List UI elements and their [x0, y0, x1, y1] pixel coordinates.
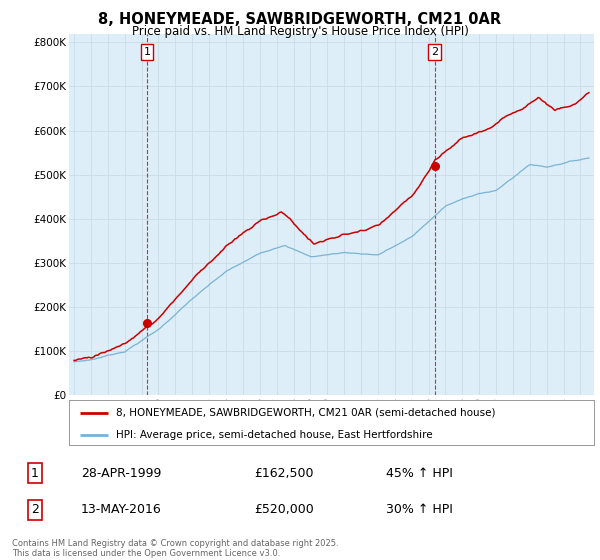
- Text: 2: 2: [431, 47, 439, 57]
- Text: Price paid vs. HM Land Registry's House Price Index (HPI): Price paid vs. HM Land Registry's House …: [131, 25, 469, 38]
- Text: 1: 1: [143, 47, 151, 57]
- Text: £162,500: £162,500: [254, 467, 313, 480]
- Text: 8, HONEYMEADE, SAWBRIDGEWORTH, CM21 0AR: 8, HONEYMEADE, SAWBRIDGEWORTH, CM21 0AR: [98, 12, 502, 27]
- Text: Contains HM Land Registry data © Crown copyright and database right 2025.
This d: Contains HM Land Registry data © Crown c…: [12, 539, 338, 558]
- Text: 1: 1: [31, 467, 39, 480]
- Text: £520,000: £520,000: [254, 503, 314, 516]
- Text: 45% ↑ HPI: 45% ↑ HPI: [386, 467, 453, 480]
- Text: 8, HONEYMEADE, SAWBRIDGEWORTH, CM21 0AR (semi-detached house): 8, HONEYMEADE, SAWBRIDGEWORTH, CM21 0AR …: [116, 408, 496, 418]
- Text: 28-APR-1999: 28-APR-1999: [81, 467, 161, 480]
- Text: 2: 2: [31, 503, 39, 516]
- Text: HPI: Average price, semi-detached house, East Hertfordshire: HPI: Average price, semi-detached house,…: [116, 430, 433, 440]
- Text: 30% ↑ HPI: 30% ↑ HPI: [386, 503, 453, 516]
- Text: 13-MAY-2016: 13-MAY-2016: [81, 503, 162, 516]
